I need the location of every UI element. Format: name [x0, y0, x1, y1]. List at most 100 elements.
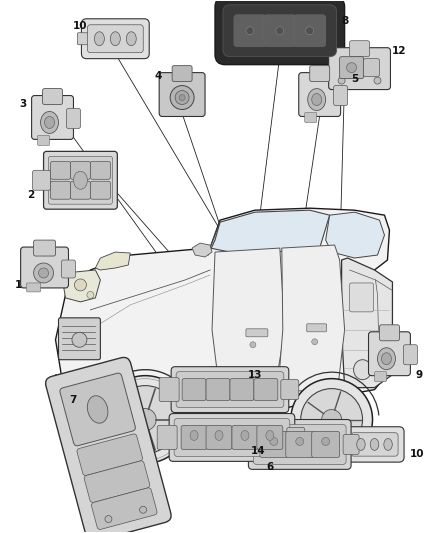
Ellipse shape	[111, 385, 179, 454]
Polygon shape	[56, 208, 392, 415]
Text: 1: 1	[15, 280, 22, 290]
Polygon shape	[63, 270, 100, 302]
FancyBboxPatch shape	[71, 161, 90, 179]
FancyBboxPatch shape	[281, 379, 299, 400]
Ellipse shape	[384, 439, 392, 450]
Ellipse shape	[175, 91, 189, 104]
Text: 13: 13	[247, 370, 262, 379]
Polygon shape	[278, 245, 345, 392]
FancyBboxPatch shape	[264, 15, 296, 47]
FancyBboxPatch shape	[246, 329, 268, 337]
FancyBboxPatch shape	[92, 488, 157, 529]
FancyBboxPatch shape	[260, 432, 288, 457]
FancyBboxPatch shape	[71, 181, 90, 199]
Ellipse shape	[250, 342, 256, 348]
Text: 2: 2	[27, 190, 34, 200]
Polygon shape	[95, 252, 130, 270]
FancyBboxPatch shape	[182, 378, 206, 401]
Ellipse shape	[87, 395, 108, 423]
Ellipse shape	[291, 378, 372, 461]
Text: 8: 8	[341, 16, 348, 26]
Text: 10: 10	[73, 21, 88, 31]
FancyBboxPatch shape	[27, 283, 41, 292]
Ellipse shape	[308, 88, 326, 110]
FancyBboxPatch shape	[174, 418, 290, 456]
FancyBboxPatch shape	[248, 419, 351, 470]
Ellipse shape	[45, 117, 54, 128]
Ellipse shape	[312, 339, 318, 345]
FancyBboxPatch shape	[43, 151, 117, 209]
Polygon shape	[210, 210, 330, 252]
FancyBboxPatch shape	[81, 19, 149, 59]
Ellipse shape	[140, 506, 147, 513]
FancyBboxPatch shape	[32, 171, 50, 190]
Ellipse shape	[276, 27, 284, 35]
Ellipse shape	[105, 515, 112, 522]
FancyBboxPatch shape	[67, 109, 81, 128]
FancyBboxPatch shape	[254, 378, 278, 401]
FancyBboxPatch shape	[157, 425, 177, 449]
Ellipse shape	[126, 32, 136, 46]
FancyBboxPatch shape	[60, 373, 135, 446]
FancyBboxPatch shape	[379, 325, 399, 341]
FancyBboxPatch shape	[350, 283, 374, 312]
Ellipse shape	[321, 409, 342, 430]
Text: 6: 6	[266, 462, 273, 472]
FancyBboxPatch shape	[172, 66, 192, 82]
FancyBboxPatch shape	[38, 135, 49, 146]
FancyBboxPatch shape	[374, 372, 386, 382]
FancyBboxPatch shape	[305, 112, 317, 123]
FancyBboxPatch shape	[176, 372, 284, 408]
FancyBboxPatch shape	[49, 156, 112, 204]
FancyBboxPatch shape	[254, 424, 346, 464]
FancyBboxPatch shape	[257, 425, 283, 449]
FancyBboxPatch shape	[159, 72, 205, 117]
FancyBboxPatch shape	[403, 345, 417, 365]
FancyBboxPatch shape	[171, 367, 289, 413]
Text: 7: 7	[69, 394, 76, 405]
FancyBboxPatch shape	[77, 434, 143, 475]
FancyBboxPatch shape	[350, 41, 370, 56]
FancyBboxPatch shape	[129, 397, 276, 407]
FancyBboxPatch shape	[232, 425, 258, 449]
FancyBboxPatch shape	[294, 15, 326, 47]
Ellipse shape	[39, 268, 49, 278]
FancyBboxPatch shape	[61, 260, 75, 278]
FancyBboxPatch shape	[299, 72, 341, 117]
FancyBboxPatch shape	[341, 439, 353, 450]
FancyBboxPatch shape	[223, 5, 337, 56]
FancyBboxPatch shape	[215, 0, 345, 64]
FancyBboxPatch shape	[90, 161, 110, 179]
FancyBboxPatch shape	[42, 88, 63, 104]
FancyBboxPatch shape	[206, 425, 232, 449]
Ellipse shape	[357, 439, 365, 450]
Text: 9: 9	[416, 370, 423, 379]
Polygon shape	[342, 258, 392, 387]
FancyBboxPatch shape	[84, 461, 150, 503]
Ellipse shape	[353, 360, 371, 379]
Polygon shape	[56, 375, 162, 401]
Ellipse shape	[74, 279, 86, 291]
Polygon shape	[326, 212, 385, 258]
Ellipse shape	[296, 438, 304, 446]
Ellipse shape	[346, 63, 357, 72]
FancyBboxPatch shape	[169, 414, 295, 462]
FancyBboxPatch shape	[312, 432, 339, 457]
Text: 4: 4	[155, 70, 162, 80]
Ellipse shape	[87, 292, 94, 298]
Ellipse shape	[134, 409, 156, 431]
Ellipse shape	[75, 389, 85, 397]
Ellipse shape	[34, 263, 53, 283]
Text: 14: 14	[251, 447, 265, 456]
FancyBboxPatch shape	[351, 433, 398, 456]
Polygon shape	[192, 243, 212, 257]
FancyBboxPatch shape	[287, 427, 305, 447]
Ellipse shape	[321, 438, 330, 446]
FancyBboxPatch shape	[50, 181, 71, 199]
Ellipse shape	[110, 32, 120, 46]
FancyBboxPatch shape	[181, 425, 207, 449]
FancyBboxPatch shape	[307, 324, 327, 332]
FancyBboxPatch shape	[88, 25, 143, 53]
FancyBboxPatch shape	[50, 161, 71, 179]
Text: 3: 3	[19, 99, 26, 109]
